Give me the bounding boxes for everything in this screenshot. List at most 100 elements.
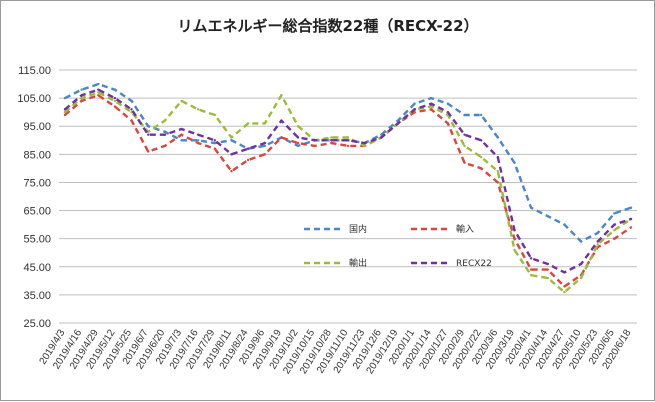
- x-axis-ticks: 2019/4/32019/4/162019/4/292019/5/122019/…: [38, 327, 634, 376]
- data-point: [413, 108, 416, 111]
- y-tick-label: 115.00: [18, 65, 51, 77]
- data-point: [629, 217, 633, 221]
- data-point: [479, 139, 483, 142]
- data-point: [63, 108, 67, 111]
- data-point: [280, 119, 283, 122]
- data-point: [596, 240, 599, 243]
- data-point: [147, 150, 150, 153]
- data-point: [513, 248, 516, 252]
- data-point: [463, 133, 466, 136]
- data-point: [579, 240, 583, 243]
- data-point: [546, 262, 549, 266]
- data-point: [163, 119, 167, 122]
- data-point: [613, 212, 616, 215]
- data-point: [246, 147, 250, 150]
- data-point: [513, 237, 516, 240]
- data-point: [529, 257, 533, 260]
- data-point: [180, 99, 183, 103]
- y-tick-label: 105.00: [17, 93, 51, 105]
- data-point: [196, 133, 200, 136]
- data-point: [496, 170, 500, 173]
- data-point: [413, 110, 416, 114]
- data-point: [430, 96, 433, 100]
- series-line-1: [64, 94, 632, 288]
- data-point: [113, 88, 117, 91]
- data-point: [479, 155, 483, 159]
- data-point: [413, 102, 416, 105]
- data-point: [430, 105, 433, 108]
- data-point: [246, 158, 250, 162]
- data-point: [263, 141, 266, 145]
- data-point: [363, 141, 366, 145]
- data-point: [446, 110, 450, 114]
- chart-title: リムエネルギー総合指数22種（RECX-22）: [177, 17, 478, 35]
- legend-label: 国内: [349, 223, 367, 235]
- data-point: [363, 144, 366, 148]
- data-point: [213, 113, 217, 117]
- data-point: [263, 122, 266, 125]
- data-point: [213, 139, 217, 142]
- y-tick-label: 75.00: [23, 177, 51, 189]
- data-point: [196, 141, 200, 145]
- data-point: [563, 290, 566, 294]
- data-point: [613, 223, 616, 226]
- data-point: [97, 94, 100, 97]
- y-tick-label: 45.00: [23, 262, 51, 274]
- data-point: [280, 94, 283, 97]
- data-point: [430, 102, 433, 105]
- series-line-3: [64, 88, 632, 274]
- data-point: [80, 99, 83, 103]
- data-point: [546, 268, 549, 271]
- data-point: [80, 96, 83, 100]
- data-point: [63, 96, 67, 100]
- data-point: [230, 153, 233, 156]
- data-point: [463, 144, 466, 148]
- data-point: [263, 153, 266, 156]
- data-point: [147, 125, 150, 128]
- data-point: [280, 136, 283, 139]
- data-point: [180, 133, 183, 136]
- data-point: [230, 136, 233, 139]
- data-point: [446, 102, 450, 105]
- y-tick-label: 55.00: [23, 234, 51, 246]
- data-point: [196, 139, 200, 142]
- data-point: [296, 125, 300, 128]
- data-point: [430, 108, 433, 111]
- data-point: [330, 136, 333, 139]
- data-point: [163, 133, 167, 136]
- data-point: [496, 181, 500, 184]
- data-point: [563, 271, 566, 274]
- data-point: [147, 133, 150, 136]
- data-point: [246, 122, 250, 125]
- data-point: [63, 110, 67, 114]
- grid-lines: [59, 69, 637, 324]
- data-point: [546, 276, 549, 280]
- data-point: [213, 141, 217, 145]
- data-point: [113, 105, 117, 108]
- legend-label: 輸出: [349, 257, 367, 269]
- data-point: [529, 206, 533, 209]
- series-line-0: [64, 82, 632, 243]
- data-point: [97, 91, 100, 94]
- data-point: [496, 136, 500, 139]
- data-point: [380, 136, 383, 139]
- data-point: [80, 88, 83, 91]
- y-tick-label: 85.00: [23, 149, 51, 161]
- data-point: [346, 144, 350, 148]
- data-point: [596, 231, 599, 235]
- data-point: [546, 214, 549, 218]
- data-point: [196, 108, 200, 111]
- data-point: [163, 130, 167, 134]
- data-point: [629, 226, 633, 229]
- data-point: [579, 276, 583, 280]
- data-point: [479, 113, 483, 117]
- data-point: [513, 229, 516, 232]
- data-point: [80, 94, 83, 97]
- data-point: [396, 122, 400, 125]
- data-point: [296, 136, 300, 139]
- data-point: [613, 229, 616, 232]
- data-point: [63, 113, 67, 117]
- data-point: [396, 119, 400, 122]
- data-point: [313, 139, 316, 142]
- data-point: [346, 139, 350, 142]
